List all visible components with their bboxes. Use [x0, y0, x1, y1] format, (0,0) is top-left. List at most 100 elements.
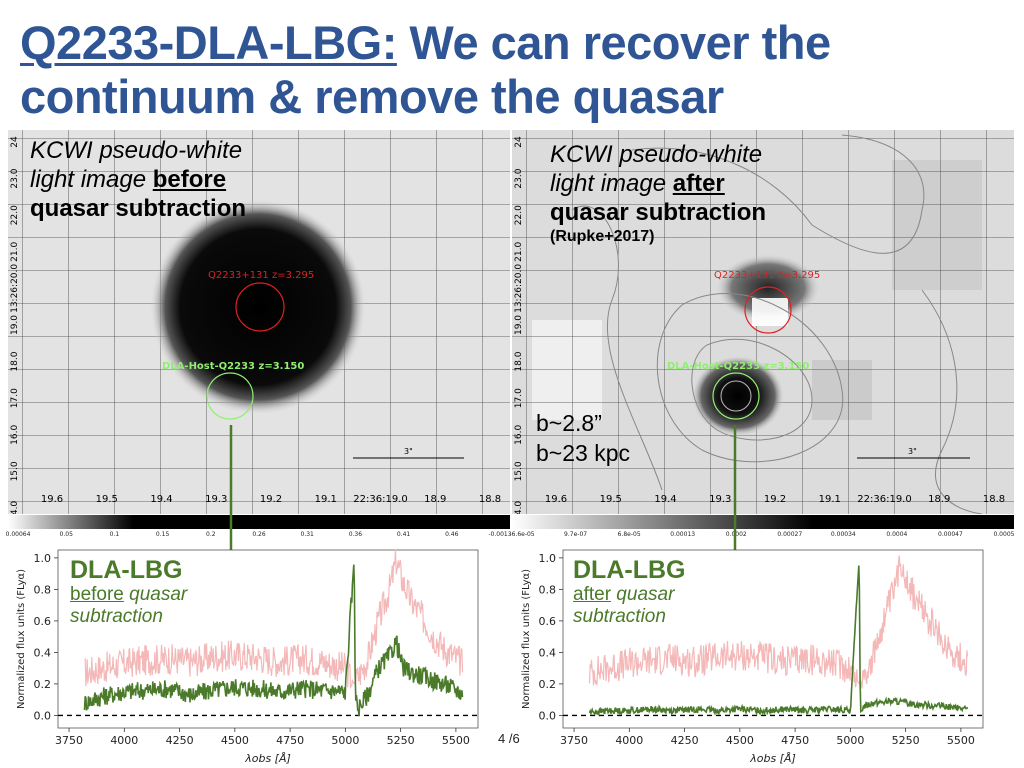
dla-circle — [712, 372, 760, 420]
colorbar-tick-label: 0.41 — [396, 531, 411, 538]
colorbar-tick-label: 0.00034 — [830, 531, 856, 538]
contour — [691, 338, 813, 441]
quasar-circle — [235, 282, 285, 332]
scalebar-label: 3" — [908, 447, 917, 456]
ra-tick-label: 19.5 — [96, 494, 118, 505]
spectrum-label-underlined: before — [70, 584, 124, 605]
dla-label: DLA-Host-Q2233 z=3.150 — [667, 361, 809, 372]
x-tick-label: 5500 — [947, 734, 975, 747]
dec-axis-ticks: 24 23.0 22.0 21.0 13:26:20.0 19.0 18.0 17.0 16.0… — [514, 136, 524, 514]
dec-tick-label: 24 — [10, 136, 20, 148]
colorbar-tick-label: -0.0013 — [488, 531, 512, 538]
contour — [720, 380, 752, 412]
dla-galaxy — [692, 356, 784, 436]
spectrum-before-label: DLA-LBG before quasar subtraction — [70, 556, 187, 628]
ra-tick-label: 18.9 — [928, 494, 950, 505]
ra-tick-label: 18.9 — [424, 494, 446, 505]
dec-tick-label: 16.0 — [10, 425, 20, 445]
colorbar-tick-label: 6.8e-05 — [617, 531, 641, 538]
x-tick-label: 4750 — [276, 734, 304, 747]
plot-frame — [57, 549, 479, 729]
colorbar-tick-label: 0.0005 — [993, 531, 1015, 538]
quasar-label: Q2233+131 z=3.295 — [208, 270, 314, 281]
dec-tick-label: 24 — [514, 136, 524, 148]
contour — [631, 134, 925, 254]
colorbar-tick-label: 0.36 — [348, 531, 363, 538]
y-tick-label: 1.0 — [34, 552, 52, 565]
ra-tick-label: 18.8 — [479, 494, 501, 505]
right-colorbar — [512, 515, 1014, 529]
left-colorbar — [8, 515, 510, 529]
ra-tick-label: 19.2 — [260, 494, 282, 505]
caption-line: quasar subtraction — [30, 195, 247, 222]
dec-tick-label: 15.0 — [514, 461, 524, 481]
x-tick-label: 5250 — [387, 734, 415, 747]
dec-tick-label: 19.0 — [10, 315, 20, 335]
dec-axis-ticks: 24 23.0 22.0 21.0 13:26:20.0 19.0 18.0 17.0 16.0… — [10, 136, 20, 514]
colorbar-tick-label: 0.2 — [206, 531, 216, 538]
dec-tick-label: 15.0 — [10, 461, 20, 481]
y-tick-label: 0.2 — [539, 678, 557, 691]
left-colorbar-ticks: 0.00064 0.05 0.1 0.15 0.2 0.26 0.31 0.36 0.41 0.4… — [6, 531, 512, 543]
caption-line: KCWI pseudo-white — [550, 141, 763, 168]
contour — [656, 293, 844, 463]
dec-tick-label: 18.0 — [10, 351, 20, 371]
y-axis-label: Normalized flux units (FLyα) — [16, 569, 27, 709]
quasar-spectrum-line — [83, 549, 464, 690]
ra-tick-label: 19.1 — [315, 494, 337, 505]
spectrum-label-rest: quasar — [123, 584, 188, 605]
quasar-spectrum-line — [588, 555, 969, 689]
dla-spectrum-line — [588, 565, 969, 718]
ra-tick-label: 19.3 — [205, 494, 227, 505]
left-image-panel: Q2233+131 z=3.295 DLA-Host-Q2233 z=3.150… — [8, 130, 510, 514]
y-tick-label: 0.8 — [34, 583, 52, 596]
ra-tick-label: 19.2 — [764, 494, 786, 505]
right-kcwi-image: Q2233+131 z=3.295 DLA-Host-Q2233 z=3.150… — [512, 130, 1014, 514]
dec-tick-label: 23.0 — [514, 168, 524, 188]
spectrum-label-sub: subtraction — [70, 606, 163, 627]
dec-tick-label: 19.0 — [514, 315, 524, 335]
right-image-panel: Q2233+131 z=3.295 DLA-Host-Q2233 z=3.150… — [512, 130, 1014, 514]
dla-spectrum-line — [83, 564, 464, 717]
ra-tick-label: 22:36:19.0 — [353, 494, 407, 505]
spectrum-label-sub: subtraction — [573, 606, 666, 627]
x-tick-label: 5000 — [331, 734, 359, 747]
ra-tick-label: 19.4 — [654, 494, 676, 505]
dec-tick-label: 4.0 — [10, 501, 20, 514]
x-tick-label: 4500 — [221, 734, 249, 747]
colorbar-tick-label: 0.31 — [300, 531, 314, 538]
title-link[interactable]: Q2233-DLA-LBG: — [20, 16, 397, 69]
contour — [571, 205, 663, 491]
title-rest: We can recover the continuum & remove th… — [20, 16, 831, 123]
dec-tick-label: 21.0 — [10, 242, 20, 262]
ra-axis-ticks: 19.6 19.5 19.4 19.3 19.2 19.1 22:36:19.0 18.9 18… — [545, 494, 1005, 505]
ra-tick-label: 19.4 — [150, 494, 172, 505]
caption-line: quasar subtraction — [550, 199, 767, 226]
dec-tick-label: 23.0 — [10, 168, 20, 188]
quasar-psf — [150, 199, 366, 415]
impact-parameter: b~2.8” b~23 kpc — [536, 408, 630, 468]
ra-tick-label: 18.8 — [983, 494, 1005, 505]
ra-tick-label: 22:36:19.0 — [857, 494, 911, 505]
impact-angle: b~2.8” — [536, 410, 602, 436]
y-tick-label: 0.2 — [34, 678, 52, 691]
x-tick-label: 4000 — [615, 734, 643, 747]
dec-tick-label: 16.0 — [514, 425, 524, 445]
page-number: 4 /6 — [498, 731, 520, 746]
caption-line: KCWI pseudo-white — [30, 137, 243, 164]
caption-reference: (Rupke+2017) — [550, 228, 655, 245]
colorbar-tick-label: 0.00047 — [938, 531, 963, 538]
x-axis-label: λobs [Å] — [244, 752, 291, 765]
caption-line: light image — [550, 170, 673, 197]
x-tick-label: 3750 — [560, 734, 588, 747]
colorbar-tick-label: 0.05 — [59, 531, 73, 538]
quasar-circle — [744, 286, 792, 334]
colorbar-tick-label: 0.00027 — [777, 531, 803, 538]
colorbar-tick-label: 0.1 — [109, 531, 120, 538]
x-tick-label: 4250 — [671, 734, 699, 747]
dec-tick-label: 17.0 — [10, 388, 20, 408]
x-tick-label: 5500 — [442, 734, 470, 747]
left-caption: KCWI pseudo-white light image before qua… — [30, 136, 246, 223]
dec-tick-label: 13:26:20.0 — [514, 264, 524, 313]
ra-tick-label: 19.6 — [545, 494, 567, 505]
